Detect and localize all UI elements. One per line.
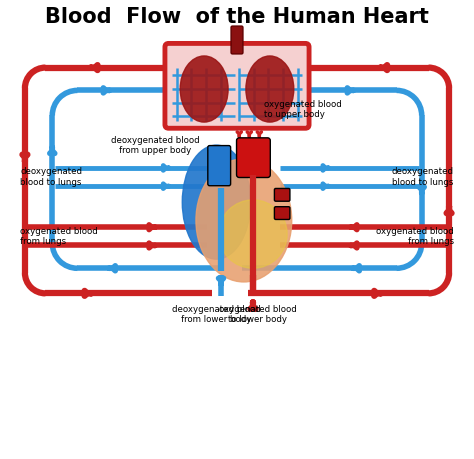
Ellipse shape <box>182 145 251 259</box>
FancyBboxPatch shape <box>231 26 243 54</box>
Text: oxygenated blood
from lungs: oxygenated blood from lungs <box>376 227 454 246</box>
FancyBboxPatch shape <box>237 138 270 178</box>
Text: Blood  Flow  of the Human Heart: Blood Flow of the Human Heart <box>45 7 429 27</box>
Text: deoxygenated
blood to lungs: deoxygenated blood to lungs <box>392 168 454 187</box>
Ellipse shape <box>219 200 287 268</box>
Text: oxygenated blood
from lungs: oxygenated blood from lungs <box>20 227 98 246</box>
FancyBboxPatch shape <box>274 189 290 201</box>
Text: deoxygenated blood
from lower body: deoxygenated blood from lower body <box>172 305 261 324</box>
Text: deoxygenated
blood to lungs: deoxygenated blood to lungs <box>20 168 82 187</box>
Ellipse shape <box>246 56 294 122</box>
Text: deoxygenated blood
from upper body: deoxygenated blood from upper body <box>110 136 199 156</box>
Ellipse shape <box>196 159 292 282</box>
FancyBboxPatch shape <box>274 207 290 219</box>
Text: oxygenated blood
to lower body: oxygenated blood to lower body <box>219 305 296 324</box>
Text: oxygenated blood
to upper body: oxygenated blood to upper body <box>264 100 342 119</box>
Ellipse shape <box>180 56 228 122</box>
FancyBboxPatch shape <box>208 146 231 186</box>
FancyBboxPatch shape <box>165 44 309 128</box>
